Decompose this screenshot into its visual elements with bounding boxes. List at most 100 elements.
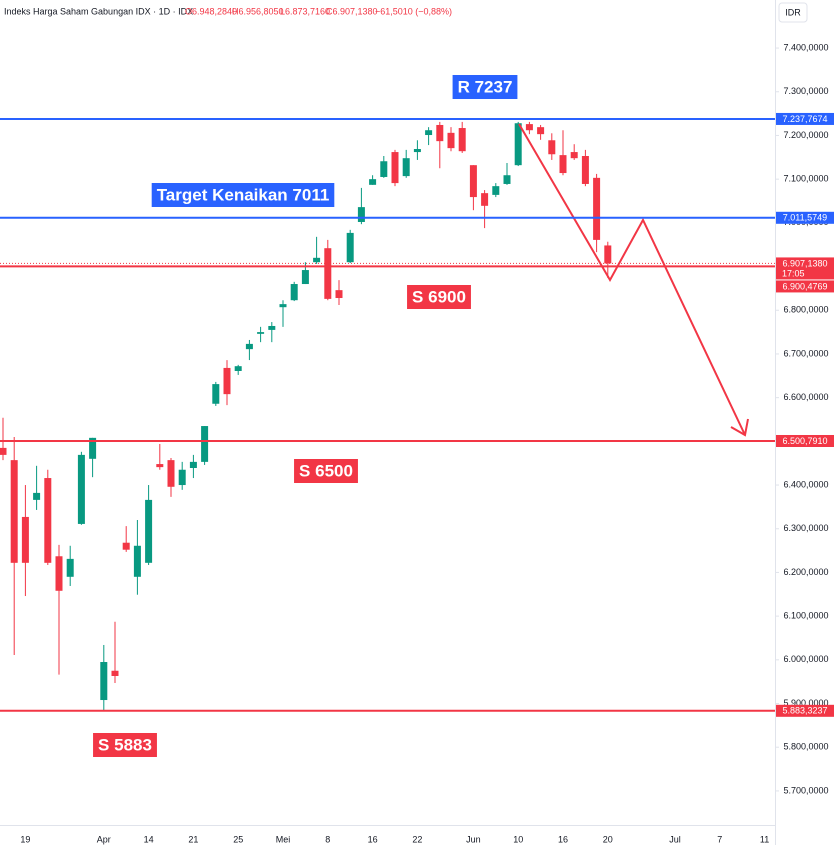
projection-arrow bbox=[518, 123, 746, 436]
candle-body bbox=[436, 124, 444, 142]
candle-body bbox=[133, 545, 141, 577]
x-tick-label: Jun bbox=[466, 834, 481, 844]
currency-box[interactable] bbox=[778, 2, 808, 23]
ohlc-value: C6.907,1380 bbox=[326, 6, 378, 16]
candle-body bbox=[245, 343, 253, 350]
x-tick-label: 10 bbox=[513, 834, 523, 844]
candle-body bbox=[380, 161, 388, 177]
ohlc-value: L6.873,7160 bbox=[280, 6, 330, 16]
y-tick-label: 5.900,0000 bbox=[783, 698, 828, 708]
annotation-text: S 6500 bbox=[299, 461, 353, 480]
candle-body bbox=[346, 232, 354, 263]
price-label: 6.907,1380 bbox=[782, 258, 827, 268]
candle-body bbox=[10, 460, 18, 563]
y-tick-label: 6.800,0000 bbox=[783, 305, 828, 315]
x-tick-label: 7 bbox=[717, 834, 722, 844]
y-tick-label: 6.200,0000 bbox=[783, 567, 828, 577]
candle-body bbox=[503, 175, 511, 184]
y-tick-label: 5.700,0000 bbox=[783, 785, 828, 795]
candle-body bbox=[223, 367, 231, 395]
candle-body bbox=[279, 304, 287, 308]
candle-body bbox=[593, 177, 601, 240]
y-tick-label: 5.800,0000 bbox=[783, 742, 828, 752]
candle-body bbox=[391, 152, 399, 184]
annotation-box bbox=[93, 733, 157, 757]
x-tick-label: 19 bbox=[20, 834, 30, 844]
y-tick-label: 7.400,0000 bbox=[783, 42, 828, 52]
candle-body bbox=[313, 257, 321, 263]
candle-body bbox=[156, 464, 164, 468]
candle-body bbox=[570, 152, 578, 159]
candle-body bbox=[77, 454, 85, 524]
price-label: 6.500,7910 bbox=[782, 436, 827, 446]
price-label-box bbox=[776, 112, 834, 125]
candle-body bbox=[268, 325, 276, 330]
candle-body bbox=[324, 248, 332, 299]
candle-body bbox=[525, 124, 533, 131]
ohlc-value: −61,5010 (−0,88%) bbox=[375, 6, 452, 16]
candle-body bbox=[458, 128, 466, 152]
y-tick-label: 6.700,0000 bbox=[783, 348, 828, 358]
candle-body bbox=[201, 426, 209, 462]
x-tick-label: 21 bbox=[188, 834, 198, 844]
candle-body bbox=[425, 130, 433, 136]
annotation-text: Target Kenaikan 7011 bbox=[157, 185, 330, 204]
candle-body bbox=[21, 516, 29, 563]
x-tick-label: 14 bbox=[144, 834, 154, 844]
x-tick-label: 20 bbox=[603, 834, 613, 844]
candle-body bbox=[402, 158, 410, 177]
price-label-box bbox=[776, 211, 834, 224]
chart-title: Indeks Harga Saham Gabungan IDX · 1D · I… bbox=[4, 6, 193, 16]
annotation-text: R 7237 bbox=[458, 77, 513, 96]
candle-body bbox=[447, 132, 455, 149]
x-tick-label: Mei bbox=[276, 834, 291, 844]
candle-body bbox=[66, 558, 74, 577]
candle-body bbox=[55, 556, 63, 591]
price-label: 7.237,7674 bbox=[782, 114, 827, 124]
x-tick-label: 16 bbox=[368, 834, 378, 844]
y-tick-label: 7.200,0000 bbox=[783, 130, 828, 140]
price-label-box bbox=[776, 704, 834, 717]
annotation-box bbox=[294, 459, 358, 483]
candle-body bbox=[537, 127, 545, 135]
currency[interactable]: IDR bbox=[785, 7, 801, 17]
candle-body bbox=[335, 290, 343, 299]
candle-body bbox=[492, 186, 500, 195]
x-tick-label: 16 bbox=[558, 834, 568, 844]
price-label: 7.011,5749 bbox=[783, 213, 827, 223]
ohlc-value: H6.956,8050 bbox=[232, 6, 284, 16]
candle-body bbox=[178, 469, 186, 486]
price-label: 6.900,4769 bbox=[782, 281, 827, 291]
price-label-box bbox=[776, 434, 834, 447]
y-tick-label: 6.100,0000 bbox=[783, 611, 828, 621]
candle-body bbox=[257, 332, 265, 334]
annotation-text: S 5883 bbox=[98, 735, 152, 754]
annotation-box bbox=[452, 75, 518, 99]
x-tick-label: 25 bbox=[233, 834, 243, 844]
x-tick-label: Apr bbox=[97, 834, 111, 844]
candle-body bbox=[604, 245, 612, 264]
ohlc-value: O6.948,2840 bbox=[185, 6, 237, 16]
annotation-box bbox=[151, 183, 335, 207]
candle-body bbox=[548, 140, 556, 155]
candle-body bbox=[369, 179, 377, 185]
candle-body bbox=[100, 662, 108, 701]
candle-body bbox=[234, 366, 242, 371]
candle-body bbox=[0, 447, 7, 455]
y-tick-label: 6.400,0000 bbox=[783, 479, 828, 489]
price-label: 5.883,3237 bbox=[782, 706, 827, 716]
candle-body bbox=[122, 542, 130, 550]
y-tick-label: 6.000,0000 bbox=[783, 654, 828, 664]
price-label-box bbox=[776, 257, 834, 280]
candle-body bbox=[212, 384, 220, 404]
candle-body bbox=[301, 270, 309, 285]
annotation-text: S 6900 bbox=[412, 287, 466, 306]
candle-body bbox=[44, 478, 52, 563]
y-tick-label: 7.300,0000 bbox=[783, 86, 828, 96]
y-tick-label: 6.300,0000 bbox=[783, 523, 828, 533]
arrow-head bbox=[730, 418, 749, 437]
price-label-time: 17:05 bbox=[782, 268, 805, 278]
x-tick-label: 22 bbox=[412, 834, 422, 844]
